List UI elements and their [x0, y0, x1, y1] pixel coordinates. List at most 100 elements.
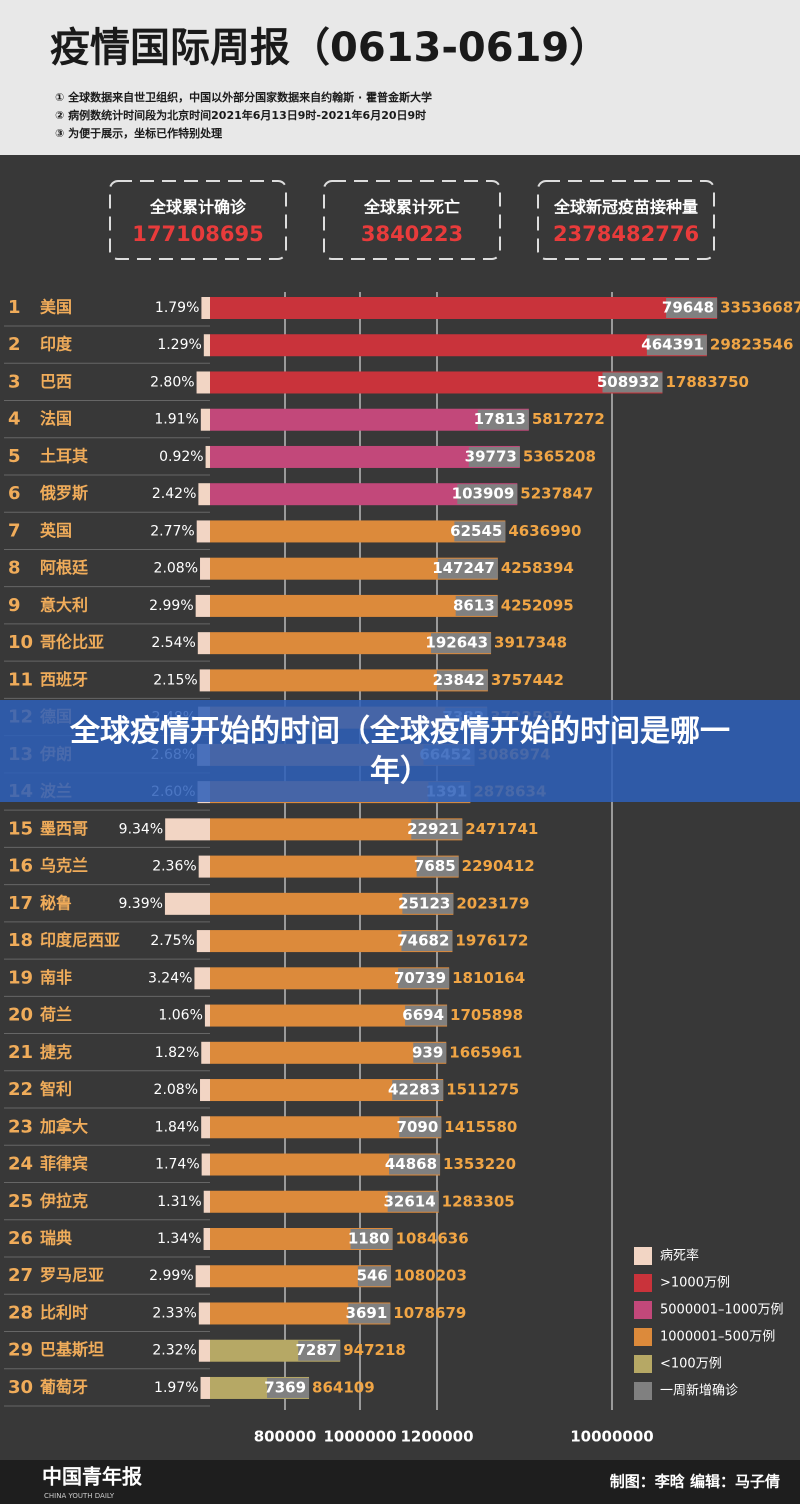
- weekly-label-bg: [348, 1303, 391, 1324]
- value-label: 864109: [312, 1378, 375, 1396]
- summary-label: 全球新冠疫苗接种量: [553, 198, 698, 217]
- country: 巴西: [40, 372, 72, 391]
- legend-label: <100万例: [660, 1357, 722, 1372]
- weekly-label-bg: [646, 335, 707, 356]
- fatality-label: 1.74%: [155, 1157, 199, 1173]
- rank: 20: [8, 1005, 33, 1026]
- value-label: 1415580: [444, 1118, 517, 1136]
- weekly-label-bg: [387, 1191, 439, 1212]
- rank: 3: [8, 371, 21, 392]
- value-label: 1976172: [455, 932, 528, 950]
- fatality-bar: [165, 818, 210, 841]
- weekly-label: 62545: [450, 522, 502, 540]
- weekly-label: 192643: [425, 634, 488, 652]
- fatality-label: 0.92%: [159, 449, 203, 465]
- value-label: 3917348: [494, 634, 567, 652]
- bar: [210, 632, 492, 655]
- weekly-label-bg: [413, 1042, 447, 1063]
- note: ③ 为便于展示，坐标已作特别处理: [55, 126, 222, 140]
- summary-label: 全球累计确诊: [149, 198, 247, 217]
- fatality-bar: [204, 1004, 210, 1027]
- value-label: 2471741: [465, 820, 538, 838]
- rank: 23: [8, 1116, 33, 1137]
- weekly-label: 70739: [394, 969, 446, 987]
- weekly-label-bg: [468, 446, 520, 467]
- summary-box: [109, 180, 287, 260]
- legend-swatch: [634, 1382, 652, 1400]
- weekly-label-bg: [389, 1154, 441, 1175]
- rank: 27: [8, 1265, 33, 1286]
- value-label: 1705898: [450, 1006, 523, 1024]
- value-label: 1078679: [393, 1304, 466, 1322]
- rank: 10: [8, 632, 33, 653]
- fatality-bar: [200, 557, 210, 580]
- fatality-label: 2.42%: [152, 486, 196, 502]
- fatality-bar: [201, 1153, 210, 1176]
- bar: [210, 297, 718, 319]
- fatality-label: 2.54%: [151, 635, 195, 651]
- weekly-label-bg: [399, 1117, 442, 1138]
- value-label: 1665961: [449, 1043, 522, 1061]
- x-tick-label: 10000000: [570, 1428, 654, 1446]
- fatality-bar: [197, 632, 210, 655]
- legend-label: 病死率: [660, 1248, 699, 1264]
- rank: 7: [8, 520, 21, 541]
- value-label: 1084636: [396, 1230, 469, 1248]
- value-label: 33536687: [720, 299, 800, 317]
- fatality-bar: [203, 1228, 210, 1250]
- legend-label: 一周新增确诊: [660, 1383, 738, 1399]
- summary-box: [537, 180, 715, 260]
- country: 英国: [39, 521, 72, 540]
- weekly-label: 939: [412, 1043, 443, 1061]
- country: 比利时: [40, 1303, 88, 1322]
- fatality-label: 1.84%: [155, 1119, 199, 1135]
- weekly-label-bg: [454, 521, 506, 542]
- fatality-bar: [195, 594, 210, 617]
- rank: 11: [8, 669, 33, 690]
- country: 伊拉克: [39, 1191, 88, 1210]
- value-label: 1511275: [446, 1081, 519, 1099]
- value-label: 4636990: [508, 522, 581, 540]
- weekly-label-bg: [398, 968, 450, 989]
- value-label: 5817272: [532, 410, 605, 428]
- fatality-bar: [196, 520, 210, 543]
- country: 瑞典: [40, 1229, 72, 1248]
- weekly-label-bg: [411, 819, 463, 840]
- weekly-label-bg: [431, 633, 492, 654]
- weekly-label: 3691: [346, 1304, 388, 1322]
- legend-swatch: [634, 1301, 652, 1319]
- fatality-label: 2.33%: [152, 1305, 196, 1321]
- rank: 21: [8, 1042, 33, 1063]
- country: 阿根廷: [40, 558, 89, 577]
- value-label: 2290412: [462, 857, 535, 875]
- bar: [210, 334, 707, 357]
- bar: [210, 594, 498, 617]
- rank: 24: [8, 1154, 33, 1175]
- fatality-bar: [205, 445, 210, 468]
- bar: [210, 408, 529, 431]
- fatality-label: 1.29%: [157, 337, 201, 353]
- weekly-label: 42283: [388, 1081, 440, 1099]
- summary-value: 3840223: [361, 222, 463, 246]
- bar: [210, 1041, 447, 1064]
- country: 秘鲁: [40, 893, 72, 912]
- bar: [210, 371, 663, 394]
- country: 西班牙: [40, 670, 88, 689]
- fatality-bar: [203, 1190, 210, 1213]
- weekly-label: 464391: [641, 336, 704, 354]
- legend-label: 5000001–1000万例: [660, 1303, 783, 1318]
- legend-swatch: [634, 1274, 652, 1292]
- weekly-label: 7287: [295, 1341, 337, 1359]
- country: 乌克兰: [40, 856, 88, 875]
- weekly-label: 79648: [662, 299, 714, 317]
- fatality-label: 2.08%: [154, 1082, 198, 1098]
- weekly-label: 508932: [597, 373, 660, 391]
- value-label: 3757442: [491, 671, 564, 689]
- weekly-label: 8613: [453, 596, 495, 614]
- value-label: 1810164: [452, 969, 525, 987]
- rank: 2: [8, 334, 21, 355]
- weekly-label: 103909: [452, 485, 515, 503]
- country: 罗马尼亚: [40, 1266, 104, 1285]
- legend-swatch: [634, 1355, 652, 1373]
